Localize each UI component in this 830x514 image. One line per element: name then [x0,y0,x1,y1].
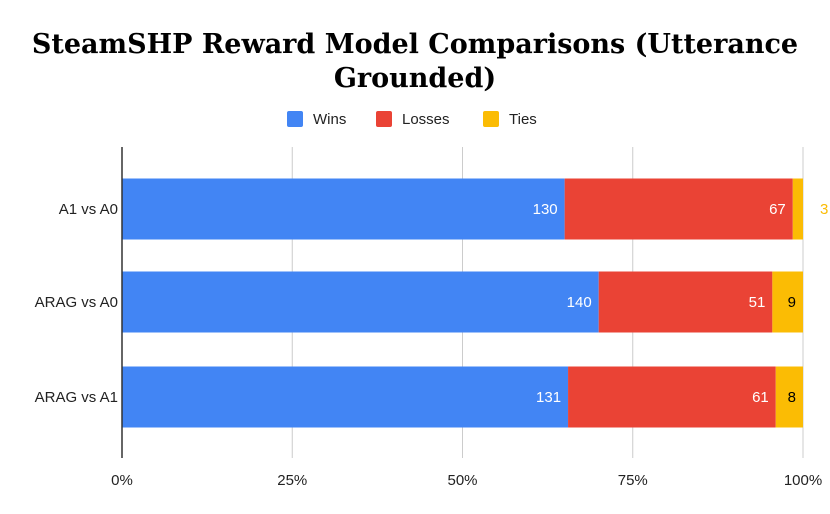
bar-wins [122,366,569,428]
data-label-losses: 61 [752,389,769,406]
legend-label-ties: Ties [509,111,537,128]
data-label-wins: 140 [567,294,592,311]
category-label: ARAG vs A1 [35,389,118,406]
x-tick-label: 25% [277,472,307,489]
bar-losses [598,271,773,333]
legend-swatch-wins [287,111,303,127]
data-label-ties: 9 [788,294,796,311]
legend-label-wins: Wins [313,111,346,128]
bar-ties [792,178,803,240]
category-label: A1 vs A0 [59,201,118,218]
bar-wins [122,178,565,240]
data-label-wins: 131 [536,389,561,406]
chart-title-line-2: Grounded) [333,63,497,94]
bar-losses [568,366,776,428]
bar-wins [122,271,599,333]
data-label-ties: 3 [820,201,828,218]
category-label: ARAG vs A0 [35,294,118,311]
data-label-losses: 67 [769,201,786,218]
bar-ties [775,366,803,428]
data-label-ties: 8 [788,389,796,406]
x-tick-label: 100% [784,472,822,489]
x-tick-label: 50% [447,472,477,489]
data-label-losses: 51 [749,294,766,311]
bar-ties [772,271,803,333]
chart-title-line-1: SteamSHP Reward Model Comparisons (Utter… [31,29,799,60]
bar-losses [564,178,793,240]
legend-swatch-ties [483,111,499,127]
legend-swatch-losses [376,111,392,127]
x-tick-label: 75% [618,472,648,489]
x-tick-label: 0% [111,472,133,489]
data-label-wins: 130 [533,201,558,218]
chart-title: SteamSHP Reward Model Comparisons (Utter… [0,28,830,96]
legend-label-losses: Losses [402,111,450,128]
